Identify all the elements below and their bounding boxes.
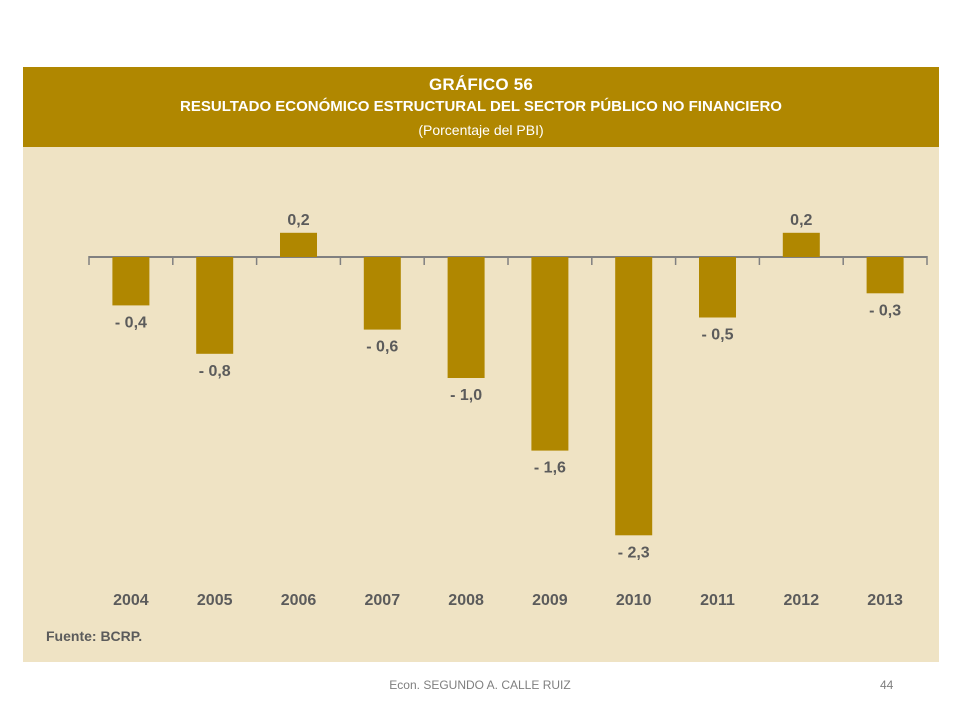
category-label-2011: 2011 — [700, 592, 735, 609]
category-label-2013: 2013 — [867, 592, 903, 609]
page-number: 44 — [880, 678, 894, 692]
bar-2010 — [615, 257, 653, 536]
data-label-2009: - 1,6 — [534, 460, 566, 477]
bar-2008 — [447, 257, 485, 378]
chart-title: RESULTADO ECONÓMICO ESTRUCTURAL DEL SECT… — [180, 98, 782, 115]
chart-number: GRÁFICO 56 — [428, 75, 534, 94]
bar-2006 — [280, 232, 317, 257]
category-label-2006: 2006 — [281, 592, 317, 609]
category-label-2010: 2010 — [616, 592, 652, 609]
category-label-2005: 2005 — [197, 592, 233, 609]
data-label-2005: - 0,8 — [199, 363, 231, 380]
data-label-2011: - 0,5 — [701, 327, 733, 344]
source-note: Fuente: BCRP. — [46, 628, 143, 644]
chart-subtitle: (Porcentaje del PBI) — [418, 122, 544, 138]
bar-2012 — [782, 232, 820, 257]
bar-2011 — [699, 257, 736, 318]
bar-2009 — [531, 257, 569, 451]
data-label-2008: - 1,0 — [450, 387, 482, 404]
bar-2013 — [866, 257, 904, 294]
chart-panel: GRÁFICO 56 RESULTADO ECONÓMICO ESTRUCTUR… — [23, 67, 939, 662]
footer-author: Econ. SEGUNDO A. CALLE RUIZ — [389, 678, 571, 692]
bar-2007 — [363, 257, 401, 330]
chart-header: GRÁFICO 56 RESULTADO ECONÓMICO ESTRUCTUR… — [23, 67, 939, 147]
data-label-2007: - 0,6 — [366, 339, 398, 356]
data-label-2013: - 0,3 — [869, 302, 901, 319]
data-label-2010: - 2,3 — [618, 544, 650, 561]
category-label-2009: 2009 — [532, 592, 568, 609]
bar-2005 — [196, 257, 234, 354]
category-label-2007: 2007 — [365, 592, 401, 609]
bar-2004 — [112, 257, 150, 306]
category-label-2004: 2004 — [113, 592, 149, 609]
category-label-2008: 2008 — [448, 592, 484, 609]
data-label-2012: 0,2 — [790, 212, 812, 229]
bar-chart: - 0,4 2004 - 0,8 2005 0,2 2006 - 0,6 2007 - 1,0 2… — [88, 212, 928, 609]
data-label-2006: 0,2 — [287, 212, 309, 229]
data-label-2004: - 0,4 — [115, 314, 147, 331]
category-label-2012: 2012 — [784, 592, 820, 609]
